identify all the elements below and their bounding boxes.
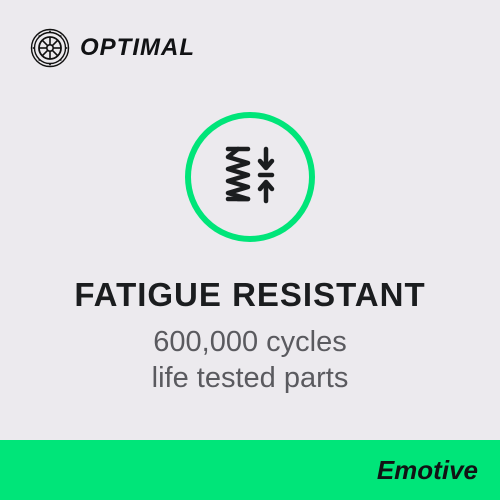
headline: FATIGUE RESISTANT bbox=[74, 276, 425, 314]
subline-line-2: life tested parts bbox=[152, 362, 349, 394]
brand-row: OPTIMAL bbox=[30, 28, 470, 68]
feature-icon-circle bbox=[185, 112, 315, 242]
footer-brand: Emotive bbox=[377, 455, 478, 486]
subline: 600,000 cycles life tested parts bbox=[152, 324, 349, 397]
product-info-card: OPTIMAL bbox=[0, 0, 500, 500]
feature-icon-wrap bbox=[185, 112, 315, 242]
spring-compression-icon bbox=[210, 135, 290, 220]
brand-name: OPTIMAL bbox=[80, 34, 195, 62]
footer-bar: Emotive bbox=[0, 440, 500, 500]
subline-line-1: 600,000 cycles bbox=[153, 326, 346, 358]
brand-emblem-icon bbox=[30, 28, 70, 68]
main-area: OPTIMAL bbox=[0, 0, 500, 440]
